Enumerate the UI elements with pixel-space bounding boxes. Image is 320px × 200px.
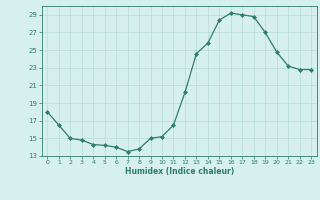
- X-axis label: Humidex (Indice chaleur): Humidex (Indice chaleur): [124, 167, 234, 176]
